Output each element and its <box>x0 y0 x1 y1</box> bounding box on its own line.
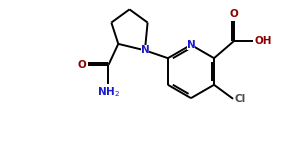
Text: NH$_2$: NH$_2$ <box>97 85 120 99</box>
Text: O: O <box>230 9 239 19</box>
Text: N: N <box>187 40 195 50</box>
Text: OH: OH <box>255 36 272 46</box>
Text: O: O <box>77 60 86 70</box>
Text: Cl: Cl <box>234 94 246 104</box>
Text: N: N <box>140 45 149 55</box>
